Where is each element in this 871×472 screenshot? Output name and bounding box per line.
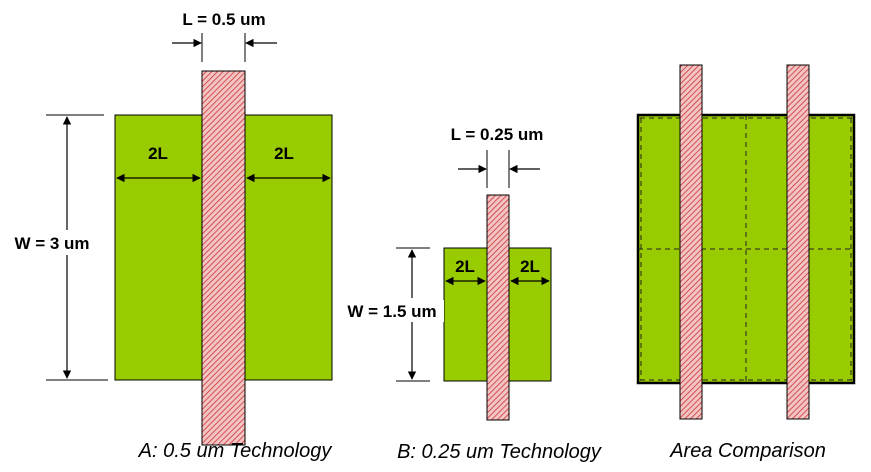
w-label-a: W = 3 um: [14, 234, 89, 253]
left-2l-label-a: 2L: [148, 144, 168, 163]
right-2l-label-a: 2L: [274, 144, 294, 163]
gate-c-left: [679, 64, 703, 420]
panel-a: L = 0.5 um W = 3 um 2L 2L A: 0.5 um Tech…: [6, 10, 333, 462]
gate-c-right: [786, 64, 810, 420]
caption-b: B: 0.25 um Technology: [397, 441, 602, 463]
caption-a: A: 0.5 um Technology: [138, 440, 333, 462]
panel-c: Area Comparison: [636, 64, 856, 462]
l-label-b: L = 0.25 um: [451, 125, 544, 144]
gate-b: [486, 194, 510, 421]
left-2l-label-b: 2L: [455, 257, 475, 276]
panel-b: L = 0.25 um W = 1.5 um 2L 2L B: 0.25 um …: [340, 125, 602, 463]
l-label-a: L = 0.5 um: [182, 10, 265, 29]
w-label-b: W = 1.5 um: [347, 302, 436, 321]
right-2l-label-b: 2L: [520, 257, 540, 276]
gate-a: [201, 70, 246, 446]
caption-c: Area Comparison: [669, 440, 826, 462]
